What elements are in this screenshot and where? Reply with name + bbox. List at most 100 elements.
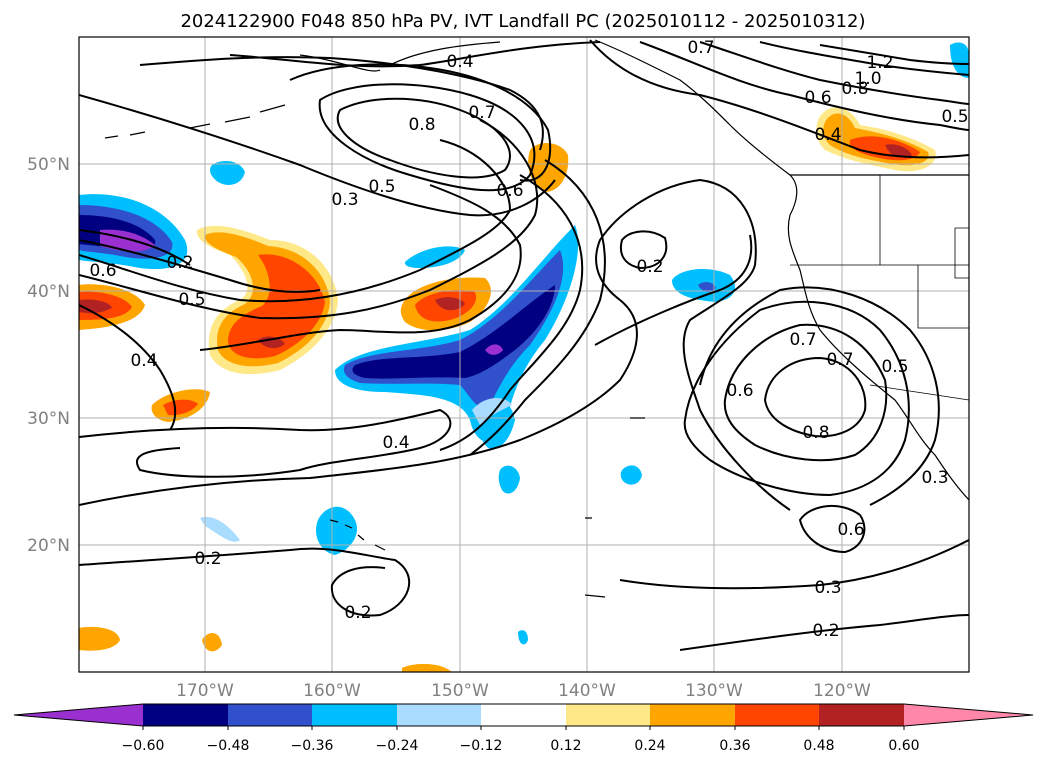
contour-label: 0.7 bbox=[789, 330, 816, 350]
contour-label: 1.0 bbox=[854, 69, 881, 89]
colorbar-ticks: −0.60 −0.48 −0.36 −0.24 −0.12 0.12 0.24 … bbox=[122, 738, 920, 754]
lon-tick-label: 160°W bbox=[303, 681, 361, 701]
contour-0.4-south bbox=[79, 408, 452, 478]
contour-label: 0.4 bbox=[814, 125, 841, 145]
contour-label: 0.4 bbox=[130, 351, 157, 371]
colorbar-segment bbox=[143, 704, 228, 726]
pv-fill-pos-tiny-3 bbox=[402, 663, 452, 672]
pv-fill-pos-western-peak bbox=[258, 336, 285, 349]
contour-label: 0.3 bbox=[814, 578, 841, 598]
pv-fill-neg-central-core bbox=[352, 285, 555, 379]
lon-tick-label: 120°W bbox=[813, 681, 871, 701]
contour-label: 0.6 bbox=[804, 88, 831, 108]
contour-ne-3 bbox=[759, 41, 969, 76]
pv-fill-neg-small-5 bbox=[518, 630, 528, 645]
contour-label: 0.6 bbox=[726, 381, 753, 401]
colorbar-segment bbox=[397, 704, 481, 726]
pv-fill-neg-small-1 bbox=[210, 160, 245, 185]
contour-east-0.6 bbox=[798, 504, 866, 554]
contour-0.6-east-ring bbox=[683, 300, 910, 497]
lat-tick-label: 40°N bbox=[27, 282, 70, 302]
pv-fill-pos-small-sw-core bbox=[163, 399, 198, 416]
colorbar-tick-label: −0.12 bbox=[460, 738, 503, 754]
contour-label: 0.7 bbox=[468, 103, 495, 123]
border-states-1 bbox=[790, 175, 969, 329]
colorbar bbox=[13, 703, 1034, 730]
coast-alaska bbox=[299, 39, 969, 501]
contour-trough-east-2 bbox=[469, 159, 606, 456]
contour-label: 0.7 bbox=[687, 38, 714, 58]
contour-label: 0.3 bbox=[331, 190, 358, 210]
contour-0.2-south bbox=[79, 547, 411, 617]
pv-fill-neg-east-blob-core bbox=[698, 282, 716, 292]
pv-fill-neg-central-band bbox=[335, 225, 579, 443]
pv-fill-neg-central-peak bbox=[485, 344, 503, 355]
contour-label: 0.7 bbox=[826, 350, 853, 370]
contour-0.4-north bbox=[229, 41, 601, 68]
pv-fill-neg-small-2 bbox=[404, 246, 465, 268]
contour-label: 0.3 bbox=[921, 468, 948, 488]
contour-label: 0.6 bbox=[89, 261, 116, 281]
colorbar-tick-label: −0.24 bbox=[376, 738, 419, 754]
contour-label: 0.5 bbox=[368, 177, 395, 197]
pv-fill-pos-central-peak bbox=[435, 297, 465, 311]
coast-hawaii bbox=[329, 519, 386, 551]
contour-label: 0.2 bbox=[166, 253, 193, 273]
colorbar-segment bbox=[650, 704, 735, 726]
contour-east-0.2 bbox=[679, 614, 969, 651]
contour-trough-east bbox=[439, 174, 584, 451]
contour-band-2 bbox=[79, 119, 539, 320]
colorbar-tick-label: 0.60 bbox=[888, 738, 919, 754]
lon-tick-label: 130°W bbox=[685, 681, 743, 701]
contour-0.4-west bbox=[79, 304, 177, 431]
colorbar-tick-label: 0.12 bbox=[550, 738, 581, 754]
contour-band-1 bbox=[79, 139, 512, 303]
contour-0.7-east-ring bbox=[723, 323, 888, 462]
contour-label: 0.5 bbox=[941, 107, 968, 127]
colorbar-tick-label: 0.48 bbox=[803, 738, 834, 754]
contour-label: 0.2 bbox=[812, 621, 839, 641]
contour-label: 1.2 bbox=[866, 53, 893, 73]
lon-tick-label: 170°W bbox=[176, 681, 234, 701]
contour-0.3-south bbox=[79, 178, 791, 511]
contour-0.2-small bbox=[620, 230, 668, 270]
colorbar-segment bbox=[819, 704, 904, 726]
colorbar-segment bbox=[312, 704, 397, 726]
contour-label: 0.4 bbox=[446, 52, 473, 72]
lat-tick-label: 30°N bbox=[27, 409, 70, 429]
contour-east-0.3 bbox=[619, 539, 969, 590]
colorbar-tick-label: −0.36 bbox=[291, 738, 334, 754]
contour-ne-5 bbox=[639, 41, 969, 131]
colorbar-segment bbox=[735, 704, 819, 726]
contour-0.7-inner bbox=[318, 83, 536, 192]
contour-0.6-outer bbox=[199, 184, 522, 351]
coastlines bbox=[104, 39, 969, 598]
contour-east-0.5 bbox=[699, 286, 940, 506]
contour-ne-4 bbox=[819, 44, 969, 65]
pv-fill-neg-small-3 bbox=[498, 465, 520, 494]
lat-tick-label: 20°N bbox=[27, 536, 70, 556]
contour-0.2-mid bbox=[594, 234, 753, 346]
contour-label: 0.2 bbox=[344, 603, 371, 623]
lon-tick-label: 150°W bbox=[431, 681, 489, 701]
map-frame bbox=[78, 36, 970, 673]
contour-label: 0.8 bbox=[408, 115, 435, 135]
lon-tick-label: 140°W bbox=[558, 681, 616, 701]
contour-label: 0.8 bbox=[802, 423, 829, 443]
colorbar-tick-label: −0.60 bbox=[122, 738, 165, 754]
contour-label: 0.8 bbox=[841, 79, 868, 99]
colorbar-segment bbox=[228, 704, 312, 726]
colorbar-extend-high bbox=[904, 704, 1033, 726]
contour-ne-1 bbox=[589, 39, 969, 159]
pv-fill-neg-small-6 bbox=[950, 42, 969, 78]
contour-0.8-ring bbox=[337, 97, 511, 179]
contour-label: 0.2 bbox=[636, 257, 663, 277]
contour-layer bbox=[79, 39, 969, 651]
contour-0.5-west bbox=[79, 239, 321, 293]
pv-fill-pos-tiny-1 bbox=[79, 626, 120, 651]
colorbar-extend-low bbox=[14, 704, 143, 726]
contour-label: 0.6 bbox=[496, 181, 523, 201]
colorbar-segment bbox=[566, 704, 650, 726]
contour-label: 0.4 bbox=[382, 433, 409, 453]
